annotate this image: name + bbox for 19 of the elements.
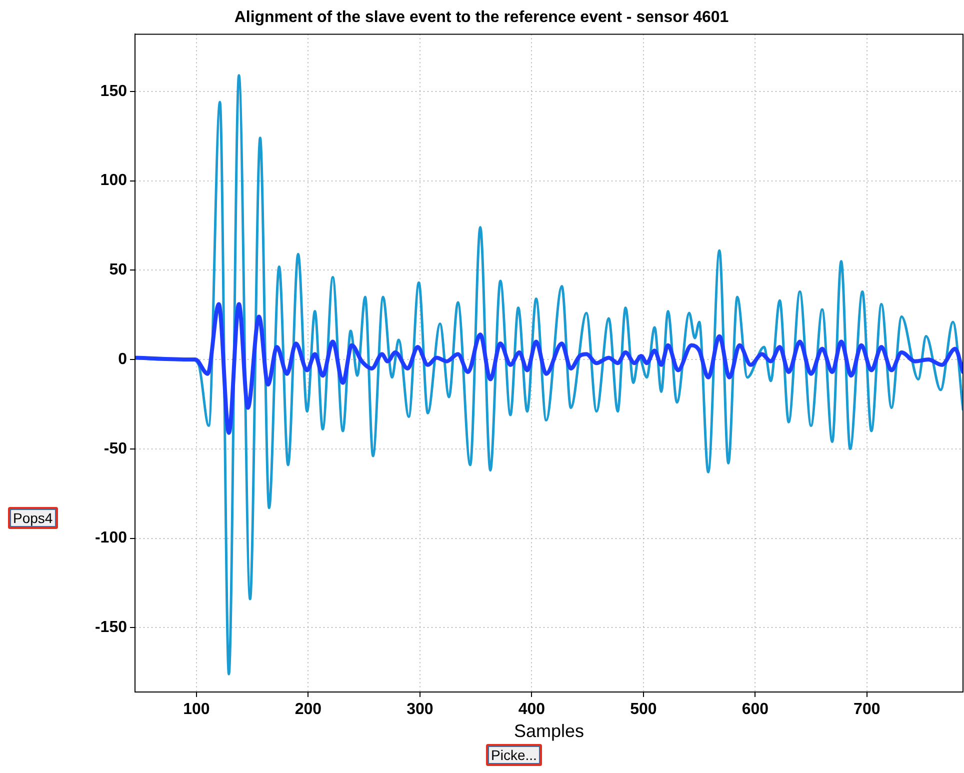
y-tick-label: 50: [109, 262, 128, 279]
button: Picke...: [486, 744, 542, 766]
x-tick-label: 500: [630, 701, 657, 718]
y-tick-label: 150: [100, 82, 128, 100]
chart-title: Alignment of the slave event to the reference event - sensor 4601: [234, 9, 729, 26]
y-tick-label: 0: [118, 350, 128, 368]
y-tick-label: -50: [104, 440, 128, 458]
x-axis-title: Samples: [514, 721, 584, 742]
line-series: [135, 302, 963, 435]
x-tick-label: 700: [854, 701, 880, 718]
x-tick-label: 300: [406, 701, 434, 718]
button: Pops4: [8, 507, 58, 529]
y-tick-label: -100: [94, 530, 128, 547]
x-tick-label: 100: [183, 701, 210, 718]
x-tick-label: 400: [518, 701, 546, 718]
y-tick-label: -150: [94, 619, 128, 636]
x-tick-label: 600: [742, 701, 769, 718]
y-tick-label: 100: [100, 172, 128, 190]
x-tick-label: 200: [294, 701, 322, 718]
